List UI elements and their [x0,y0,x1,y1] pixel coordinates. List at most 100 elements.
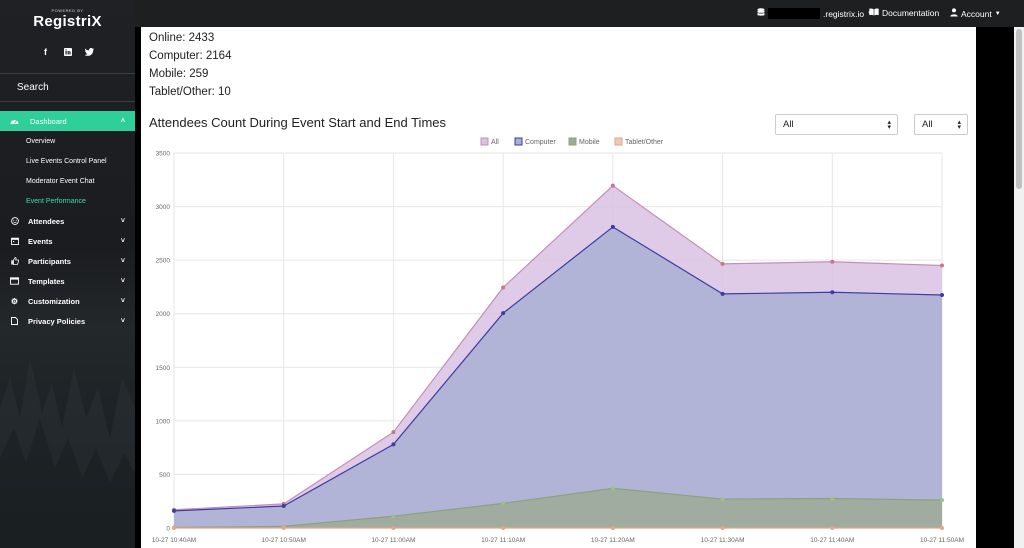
sidebar-divider [0,101,135,102]
dashboard-icon [10,117,19,126]
account-menu[interactable]: Account ▼ [950,8,1001,19]
smile-icon [10,217,19,226]
sidebar-divider [0,73,135,74]
data-point [610,183,615,188]
x-tick-label: 10-27 11:20AM [591,537,635,544]
chevron-up-icon: ˄ [120,117,125,125]
data-point [501,501,506,506]
data-point [501,311,506,316]
legend-swatch [568,137,577,146]
sidebar-search[interactable]: Search [17,82,49,93]
data-point [501,526,506,530]
scrollbar-thumb[interactable] [1016,29,1022,189]
sidebar: POWERED BY RegistriX f Search Dashboard … [0,0,135,548]
social-links: f [0,47,135,57]
thumbs-up-icon [10,257,19,266]
domain-label: .registrix.io [823,8,865,19]
time-filter-select[interactable]: All ▴ ▾ [914,114,968,135]
data-point [391,430,396,435]
chevron-down-icon: ˅ [120,257,125,265]
caret-down-icon: ▼ [994,10,1001,17]
y-tick-label: 0 [166,526,170,533]
template-icon [10,277,19,286]
series-area [174,488,942,528]
data-point [610,526,615,530]
y-tick-label: 2000 [156,311,171,318]
y-tick-label: 3500 [156,151,171,158]
sidebar-item-events[interactable]: Events ˅ [0,231,135,251]
facebook-icon[interactable]: f [44,47,47,57]
stat-computer: Computer: 2164 [149,50,232,62]
data-point [610,224,615,229]
select-caret-icon: ▴ ▾ [957,119,961,131]
legend-label: Computer [525,139,556,146]
sidebar-item-participants[interactable]: Participants ˅ [0,251,135,271]
data-point [720,261,725,266]
page-gutter [976,27,1014,548]
logo-text: RegistriX [33,13,102,30]
attendees-area-chart: 0 500 1000 1500 2000 2500 3000 3500 10-27 10:40A… [152,137,964,544]
sidebar-item-label: Participants [28,256,71,266]
linkedin-icon[interactable] [63,47,73,57]
chevron-down-icon: ˅ [120,317,125,325]
x-tick-label: 10-27 11:40AM [810,537,854,544]
data-point [281,504,286,509]
sidebar-subitem-live-events[interactable]: Live Events Control Panel [26,157,107,165]
sidebar-item-customization[interactable]: ⚙ Customization ˅ [0,291,135,311]
legend-swatch [480,137,489,146]
data-point [391,442,396,447]
sidebar-subitem-overview[interactable]: Overview [26,137,56,145]
sidebar-item-label: Events [28,236,53,246]
forest-background [0,358,135,548]
top-navbar: .registrix.io ▼ Documentation Account ▼ [135,0,1024,27]
data-point [172,508,176,513]
data-point [391,526,396,530]
legend-label: Tablet/Other [625,139,664,146]
series-line [173,184,943,511]
legend-label: Mobile [579,139,600,146]
data-point [281,526,286,530]
twitter-icon[interactable] [85,47,95,57]
data-point [830,290,835,295]
data-point [940,526,944,530]
select-caret-icon: ▴ ▾ [887,119,891,131]
data-point [720,526,725,530]
page-scrollbar[interactable] [1014,27,1024,548]
user-icon [950,8,958,19]
y-tick-label: 500 [159,472,170,479]
chevron-down-icon: ˅ [120,217,125,225]
series-filter-select[interactable]: All ▴ ▾ [775,114,898,135]
data-point [720,291,725,296]
sidebar-subitem-event-performance[interactable]: Event Performance [26,197,86,205]
legend-swatch [514,137,523,146]
sidebar-subitem-moderator-chat[interactable]: Moderator Event Chat [26,177,95,185]
sidebar-item-label: Customization [28,296,80,306]
sidebar-item-templates[interactable]: Templates ˅ [0,271,135,291]
device-stats: Online: 2433 Computer: 2164 Mobile: 259 … [149,29,231,101]
domain-menu[interactable]: .registrix.io ▼ [757,8,873,19]
data-point [940,263,944,268]
logo[interactable]: POWERED BY RegistriX [0,8,135,31]
x-tick-label: 10-27 11:30AM [701,537,745,544]
data-point [830,526,835,530]
sidebar-item-attendees[interactable]: Attendees ˅ [0,211,135,231]
account-label: Account [961,8,992,19]
database-icon [757,8,765,19]
legend-label: All [491,139,499,146]
series-line [173,226,943,512]
y-tick-label: 3000 [156,204,171,211]
sidebar-item-privacy[interactable]: Privacy Policies ˅ [0,311,135,331]
select-value: All [922,119,933,130]
legend-swatch [614,137,623,146]
data-point [720,497,725,502]
gear-icon: ⚙ [10,296,19,306]
data-point [830,496,835,501]
documentation-link[interactable]: Documentation [869,8,939,18]
sidebar-nav: Dashboard ˄ Overview Live Events Control… [0,111,135,331]
data-point [940,498,944,503]
sidebar-item-dashboard[interactable]: Dashboard ˄ [0,111,135,131]
chevron-down-icon: ˅ [120,297,125,305]
data-point [501,285,506,290]
series-area [174,226,942,528]
